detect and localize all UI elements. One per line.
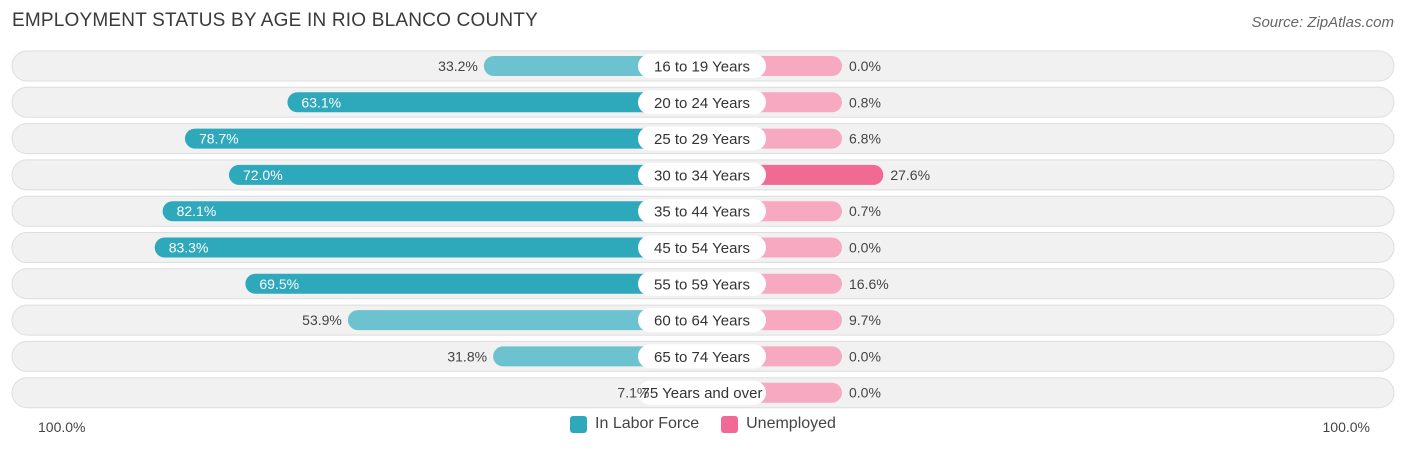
row-3: 30 to 34 Years 72.0% 27.6% [11, 159, 1395, 191]
bar-labor-force[interactable] [184, 128, 703, 149]
value-label-labor-force: 33.2% [438, 58, 478, 74]
category-label: 25 to 29 Years [654, 131, 750, 148]
category-pill [638, 199, 766, 224]
bar-labor-force[interactable] [162, 201, 702, 222]
category-pill [638, 308, 766, 333]
value-label-unemployed: 0.0% [849, 240, 881, 256]
value-label-labor-force: 69.5% [259, 276, 299, 292]
bar-labor-force[interactable] [228, 164, 702, 185]
category-pill [638, 126, 766, 151]
value-label-labor-force: 72.0% [243, 167, 283, 183]
chart-title: EMPLOYMENT STATUS BY AGE IN RIO BLANCO C… [12, 10, 538, 31]
value-label-unemployed: 9.7% [849, 312, 881, 328]
bar-labor-force[interactable] [245, 273, 702, 294]
row-6: 55 to 59 Years 69.5% 16.6% [11, 268, 1395, 300]
category-pill [638, 271, 766, 296]
value-label-labor-force: 83.3% [169, 240, 209, 256]
category-label: 65 to 74 Years [654, 349, 750, 366]
value-label-labor-force: 78.7% [199, 131, 239, 147]
bar-labor-force[interactable] [287, 92, 702, 113]
row-4: 35 to 44 Years 82.1% 0.7% [11, 195, 1395, 227]
category-pill [638, 235, 766, 260]
legend-swatch-unemployed [721, 415, 739, 433]
value-label-unemployed: 0.7% [849, 203, 881, 219]
legend: In Labor Force Unemployed [0, 415, 1406, 433]
chart-svg: 16 to 19 Years 33.2% 0.0% 20 to 24 Years 63.… [11, 50, 1395, 409]
bar-labor-force[interactable] [154, 237, 702, 258]
value-label-unemployed: 6.8% [849, 131, 881, 147]
row-1: 20 to 24 Years 63.1% 0.8% [11, 86, 1395, 118]
category-pill [638, 344, 766, 369]
category-label: 55 to 59 Years [654, 276, 750, 293]
value-label-labor-force: 53.9% [302, 312, 342, 328]
value-label-labor-force: 31.8% [447, 348, 487, 364]
value-label-unemployed: 0.8% [849, 94, 881, 110]
category-pill [638, 380, 766, 405]
category-label: 60 to 64 Years [654, 313, 750, 330]
value-label-labor-force: 82.1% [177, 203, 217, 219]
category-pill [638, 54, 766, 78]
row-2: 25 to 29 Years 78.7% 6.8% [11, 123, 1395, 155]
value-label-unemployed: 0.0% [849, 348, 881, 364]
category-pill [638, 162, 766, 187]
category-pill [638, 90, 766, 115]
category-label: 20 to 24 Years [654, 95, 750, 112]
category-label: 30 to 34 Years [654, 167, 750, 184]
row-0: 16 to 19 Years 33.2% 0.0% [11, 50, 1395, 82]
legend-item-labor-force[interactable]: In Labor Force [570, 415, 699, 433]
row-5: 45 to 54 Years 83.3% 0.0% [11, 232, 1395, 263]
value-label-unemployed: 27.6% [890, 167, 930, 183]
category-label: 35 to 44 Years [654, 204, 750, 221]
row-7: 60 to 64 Years 53.9% 9.7% [11, 304, 1395, 336]
category-label: 45 to 54 Years [654, 240, 750, 257]
axis-left-label: 100.0% [38, 419, 86, 435]
value-label-unemployed: 0.0% [849, 58, 881, 74]
legend-item-unemployed[interactable]: Unemployed [721, 415, 836, 433]
axis-right-label: 100.0% [1322, 419, 1370, 435]
row-8: 65 to 74 Years 31.8% 0.0% [11, 340, 1395, 372]
value-label-unemployed: 0.0% [849, 385, 881, 401]
value-label-labor-force: 63.1% [301, 94, 341, 110]
value-label-unemployed: 16.6% [849, 276, 889, 292]
legend-swatch-labor-force [570, 415, 588, 433]
value-label-labor-force: 7.1% [617, 385, 649, 401]
legend-label-labor-force: In Labor Force [595, 415, 700, 432]
chart-source: Source: ZipAtlas.com [1251, 14, 1394, 31]
legend-label-unemployed: Unemployed [746, 415, 836, 432]
category-label: 75 Years and over [642, 385, 763, 402]
category-label: 16 to 19 Years [654, 59, 750, 76]
bar-labor-force[interactable] [347, 310, 702, 331]
